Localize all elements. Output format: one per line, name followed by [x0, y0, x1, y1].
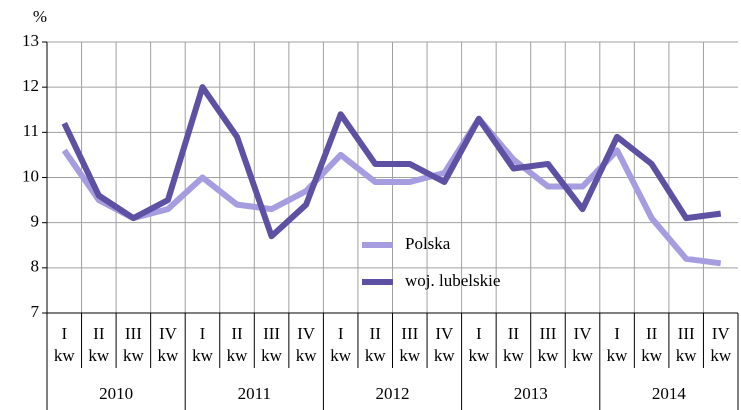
legend-label: woj. lubelskie — [405, 271, 500, 290]
x-tick-label: IV — [297, 324, 316, 343]
x-tick-label: I — [614, 324, 620, 343]
x-tick-unit: kw — [710, 346, 732, 365]
x-tick-unit: kw — [158, 346, 180, 365]
x-tick-label: II — [646, 324, 658, 343]
x-tick-label: I — [61, 324, 67, 343]
x-tick-unit: kw — [227, 346, 249, 365]
x-tick-label: III — [263, 324, 280, 343]
y-tick-label: 8 — [31, 257, 40, 276]
year-label: 2014 — [652, 384, 687, 403]
year-label: 2013 — [514, 384, 548, 403]
x-tick-unit: kw — [123, 346, 145, 365]
y-tick-label: 7 — [31, 302, 40, 321]
x-tick-label: III — [678, 324, 695, 343]
x-tick-label: I — [200, 324, 206, 343]
x-tick-unit: kw — [88, 346, 110, 365]
x-tick-label: II — [93, 324, 105, 343]
x-tick-unit: kw — [434, 346, 456, 365]
x-tick-unit: kw — [538, 346, 560, 365]
series-line — [61, 84, 722, 240]
x-tick-unit: kw — [399, 346, 421, 365]
x-tick-unit: kw — [607, 346, 629, 365]
year-label: 2011 — [238, 384, 271, 403]
x-tick-label: II — [508, 324, 520, 343]
x-tick-label: III — [401, 324, 418, 343]
legend-label: Polska — [405, 234, 451, 253]
y-unit: % — [33, 7, 47, 26]
y-tick-label: 11 — [23, 121, 39, 140]
x-tick-unit: kw — [468, 346, 490, 365]
x-tick-label: III — [125, 324, 142, 343]
x-tick-label: II — [231, 324, 243, 343]
x-tick-unit: kw — [641, 346, 663, 365]
series-line — [61, 115, 722, 267]
x-tick-label: I — [338, 324, 344, 343]
year-label: 2010 — [99, 384, 133, 403]
x-tick-unit: kw — [261, 346, 283, 365]
year-label: 2012 — [376, 384, 410, 403]
y-tick-label: 12 — [22, 76, 39, 95]
x-tick-label: IV — [574, 324, 593, 343]
x-tick-label: I — [476, 324, 482, 343]
x-tick-unit: kw — [365, 346, 387, 365]
x-tick-unit: kw — [54, 346, 76, 365]
x-tick-unit: kw — [192, 346, 214, 365]
x-tick-unit: kw — [330, 346, 352, 365]
x-tick-label: II — [370, 324, 382, 343]
y-tick-label: 13 — [22, 31, 39, 50]
x-tick-label: IV — [712, 324, 731, 343]
x-tick-label: IV — [159, 324, 178, 343]
x-tick-unit: kw — [503, 346, 525, 365]
x-tick-unit: kw — [572, 346, 594, 365]
x-tick-label: III — [539, 324, 556, 343]
x-tick-unit: kw — [676, 346, 698, 365]
x-tick-unit: kw — [296, 346, 318, 365]
x-tick-label: IV — [435, 324, 454, 343]
y-tick-label: 10 — [22, 166, 39, 185]
y-tick-label: 9 — [31, 212, 40, 231]
